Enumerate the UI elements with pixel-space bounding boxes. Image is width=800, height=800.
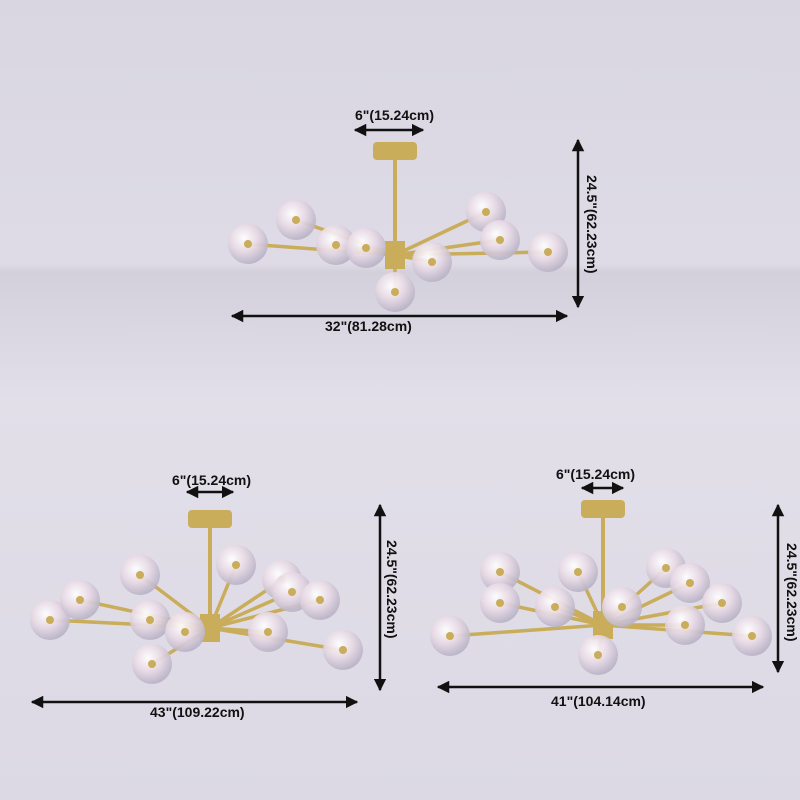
globe-socket bbox=[292, 216, 300, 224]
hub bbox=[200, 614, 220, 642]
globe-socket bbox=[686, 579, 694, 587]
arm bbox=[449, 623, 604, 638]
globe-socket bbox=[446, 632, 454, 640]
mount-width-label-left: 6"(15.24cm) bbox=[172, 472, 252, 488]
globe-socket bbox=[681, 621, 689, 629]
globe-socket bbox=[391, 288, 399, 296]
height-label-top: 24.5"(62.23cm) bbox=[584, 175, 600, 274]
globe-socket bbox=[544, 248, 552, 256]
hub bbox=[385, 241, 405, 269]
globe-socket bbox=[148, 660, 156, 668]
globe-socket bbox=[316, 596, 324, 604]
globe-socket bbox=[264, 628, 272, 636]
width-label-top: 32"(81.28cm) bbox=[325, 318, 412, 334]
ceiling-mount bbox=[373, 142, 417, 160]
ceiling-mount bbox=[581, 500, 625, 518]
globe-socket bbox=[496, 599, 504, 607]
globe-socket bbox=[428, 258, 436, 266]
mount-width-label-right: 6"(15.24cm) bbox=[556, 466, 636, 482]
globe-socket bbox=[146, 616, 154, 624]
globe-socket bbox=[594, 651, 602, 659]
globe-socket bbox=[332, 241, 340, 249]
globe-socket bbox=[339, 646, 347, 654]
globe-socket bbox=[232, 561, 240, 569]
width-label-right: 41"(104.14cm) bbox=[551, 693, 646, 709]
globe-socket bbox=[76, 596, 84, 604]
globe-socket bbox=[136, 571, 144, 579]
globe-socket bbox=[482, 208, 490, 216]
globe-socket bbox=[244, 240, 252, 248]
globe-socket bbox=[46, 616, 54, 624]
height-label-left: 24.5"(62.23cm) bbox=[384, 540, 400, 639]
width-label-left: 43"(109.22cm) bbox=[150, 704, 245, 720]
height-label-right: 24.5"(62.23cm) bbox=[784, 543, 800, 642]
globe-socket bbox=[288, 588, 296, 596]
globe-socket bbox=[718, 599, 726, 607]
ceiling-mount bbox=[188, 510, 232, 528]
globe-socket bbox=[496, 236, 504, 244]
globe-socket bbox=[574, 568, 582, 576]
globe-socket bbox=[496, 568, 504, 576]
globe-socket bbox=[362, 244, 370, 252]
globe-socket bbox=[748, 632, 756, 640]
globe-socket bbox=[662, 564, 670, 572]
globe-socket bbox=[181, 628, 189, 636]
mount-width-label-top: 6"(15.24cm) bbox=[355, 107, 435, 123]
globe-socket bbox=[618, 603, 626, 611]
globe-socket bbox=[551, 603, 559, 611]
